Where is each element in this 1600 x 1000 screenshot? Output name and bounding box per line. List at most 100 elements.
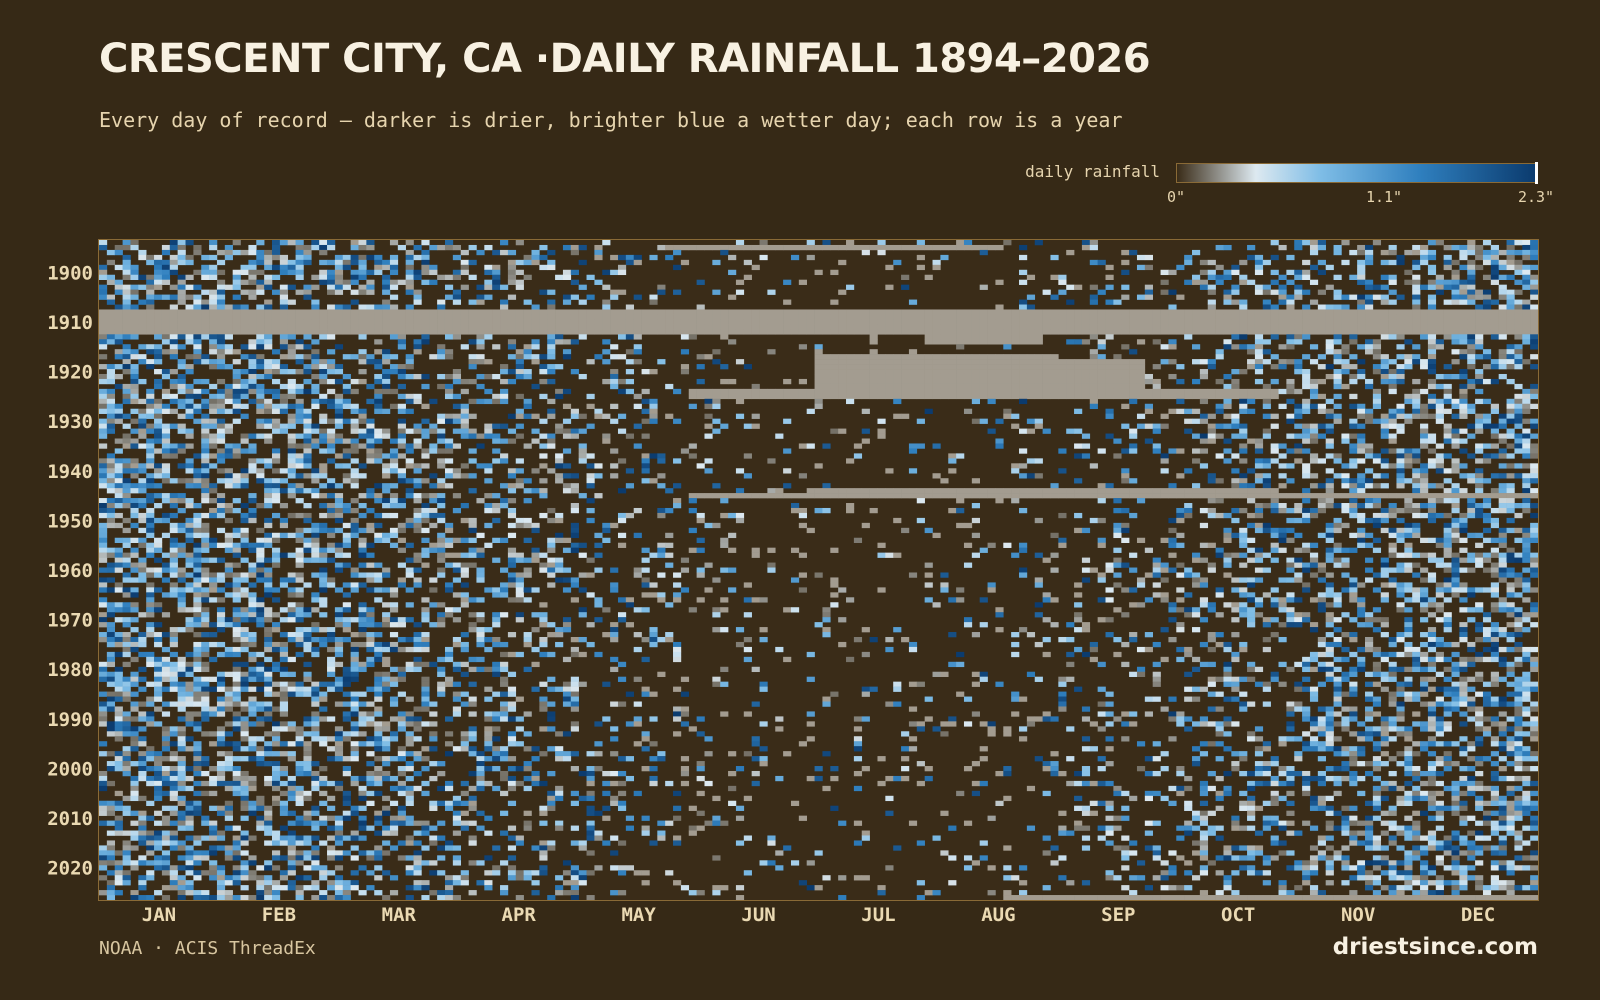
heatmap-cell [893,359,902,365]
heatmap-cell [1121,448,1130,454]
heatmap-cell [956,488,965,494]
heatmap-cell [853,378,863,385]
heatmap-cell [1286,359,1295,365]
heatmap-cell [1404,279,1413,285]
heatmap-cell [130,309,139,315]
heatmap-cell [224,244,233,251]
heatmap-cell [1074,364,1083,370]
heatmap-cell [948,373,957,380]
heatmap-cell [397,473,406,479]
heatmap-cell [956,493,965,499]
heatmap-cell [1223,398,1232,405]
heatmap-cell [688,393,697,400]
heatmap-cell [161,512,171,519]
heatmap-cell [1184,488,1193,494]
heatmap-cell [767,289,776,295]
heatmap-cell [1467,507,1476,514]
heatmap-cell [358,378,367,385]
heatmap-cell [1066,428,1075,434]
heatmap-cell [130,428,139,434]
heatmap-cell [861,383,870,390]
heatmap-cell [775,309,784,315]
heatmap-cell [256,537,265,543]
heatmap-cell [971,373,980,380]
heatmap-cell [256,383,265,390]
heatmap-cell [130,240,139,246]
heatmap-cell [374,393,383,400]
heatmap-cell [1388,383,1397,390]
heatmap-cell [1215,324,1224,330]
heatmap-cell [1396,354,1405,360]
heatmap-cell [1427,269,1437,276]
heatmap-cell [1459,398,1468,405]
heatmap-cell [1459,299,1468,305]
heatmap-cell [1207,413,1216,419]
heatmap-cell [1482,517,1492,524]
heatmap-cell [641,478,650,484]
heatmap-cell [822,493,831,499]
heatmap-cell [908,299,918,305]
heatmap-cell [1254,259,1264,266]
heatmap-cell [1514,349,1523,355]
heatmap-cell [562,294,572,300]
heatmap-cell [1184,428,1193,434]
heatmap-cell [673,309,682,315]
heatmap-cell [169,503,178,509]
heatmap-cell [743,309,752,315]
heatmap-cell [956,507,965,514]
heatmap-cell [885,364,894,370]
heatmap-cell [122,269,131,276]
heatmap-cell [1121,324,1130,330]
heatmap-cell [413,344,422,350]
heatmap-cell [877,309,886,315]
heatmap-cell [1325,453,1334,459]
heatmap-cell [334,403,344,410]
heatmap-cell [216,294,226,300]
heatmap-cell [1011,369,1020,375]
heatmap-cell [240,383,249,390]
heatmap-cell [1097,354,1106,360]
heatmap-cell [1443,408,1452,414]
heatmap-cell [1136,309,1146,315]
heatmap-cell [885,324,894,330]
heatmap-cell [452,329,462,335]
heatmap-cell [271,274,281,280]
heatmap-cell [869,364,878,370]
heatmap-cell [1357,488,1366,494]
heatmap-cell [673,319,682,325]
heatmap-cell [130,383,139,390]
heatmap-cell [617,314,627,320]
heatmap-cell [1530,418,1539,424]
heatmap-cell [885,383,894,390]
heatmap-cell [1058,448,1067,454]
heatmap-cell [1490,522,1499,529]
heatmap-cell [1011,329,1020,335]
heatmap-cell [1420,478,1429,484]
heatmap-cell [161,433,171,439]
heatmap-cell [853,453,863,459]
heatmap-cell [838,369,847,375]
heatmap-cell [1522,393,1531,400]
heatmap-cell [1435,284,1444,290]
heatmap-cell [319,393,328,400]
heatmap-cell [224,364,233,370]
heatmap-cell [735,279,745,285]
heatmap-cell [342,284,351,290]
heatmap-cell [1333,339,1342,345]
heatmap-cell [1357,344,1366,350]
heatmap-cell [240,324,249,330]
heatmap-cell [1309,314,1319,320]
heatmap-cell [366,254,375,261]
heatmap-cell [1136,378,1146,385]
heatmap-cell [1396,378,1405,385]
heatmap-cell [154,378,163,385]
heatmap-cell [366,522,375,529]
heatmap-cell [798,393,807,400]
heatmap-cell [1058,383,1067,390]
heatmap-cell [1365,294,1374,300]
heatmap-cell [1514,493,1523,499]
heatmap-cell [476,373,485,380]
heatmap-cell [1498,324,1507,330]
heatmap-cell [1380,378,1389,385]
heatmap-cell [1325,309,1334,315]
